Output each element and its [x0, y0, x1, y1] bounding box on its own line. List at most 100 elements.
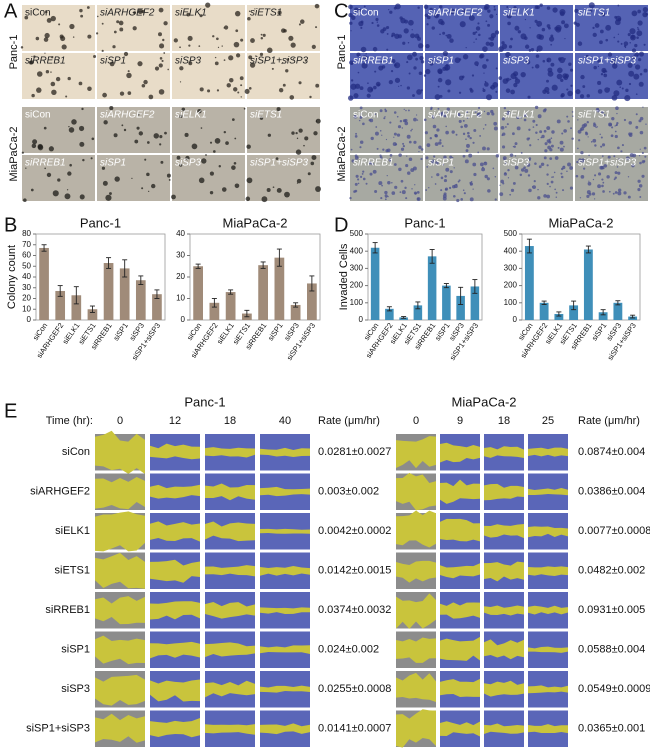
image-label: siSP1+siSP3	[250, 158, 309, 169]
micrograph-spot	[67, 171, 72, 176]
y-tick-label: 400	[350, 246, 364, 255]
y-tick-label: 20	[176, 272, 185, 281]
micrograph-spot	[406, 61, 409, 64]
micrograph-spot	[555, 196, 558, 198]
micrograph-spot	[250, 38, 255, 43]
bar	[307, 283, 317, 320]
bar	[209, 302, 220, 320]
micrograph-spot	[65, 95, 68, 98]
wound-gap	[260, 447, 310, 457]
micrograph-spot	[510, 89, 515, 95]
micrograph-spot	[438, 141, 442, 145]
micrograph-spot	[514, 142, 518, 146]
y-tick-label: 0	[27, 315, 32, 324]
micrograph-spot	[123, 51, 129, 57]
micrograph-spot	[479, 53, 485, 59]
micrograph-spot	[381, 184, 383, 187]
wound-gap	[528, 685, 568, 694]
micrograph-spot	[535, 131, 538, 134]
micrograph-spot	[567, 162, 571, 167]
micrograph-spot	[611, 126, 614, 129]
wound-gap	[440, 636, 480, 661]
micrograph-spot	[44, 167, 46, 170]
micrograph-spot	[425, 189, 428, 191]
micrograph-spot	[416, 89, 422, 95]
micrograph-spot	[234, 10, 241, 17]
micrograph-spot	[134, 139, 139, 144]
micrograph-spot	[601, 110, 604, 114]
time-header: 40	[279, 415, 291, 427]
micrograph-spot	[541, 27, 546, 32]
micrograph-spot	[223, 59, 226, 61]
chart-title: MiaPaCa-2	[548, 215, 613, 230]
image-label: siSP1	[428, 56, 454, 67]
micrograph-spot	[641, 151, 644, 155]
micrograph-spot	[438, 18, 444, 25]
micrograph-spot	[555, 26, 562, 33]
micrograph-spot	[595, 126, 597, 129]
time-header: 9	[457, 415, 463, 427]
micrograph-spot	[66, 189, 69, 191]
micrograph-spot	[144, 158, 147, 161]
micrograph-spot	[614, 134, 618, 139]
micrograph-spot	[360, 26, 363, 29]
wound-gap	[440, 563, 480, 579]
micrograph-spot	[587, 181, 592, 186]
micrograph-spot	[406, 155, 408, 157]
micrograph-spot	[499, 192, 504, 197]
micrograph-spot	[292, 58, 295, 60]
micrograph-spot	[181, 107, 186, 112]
micrograph-spot	[407, 42, 410, 44]
micrograph	[350, 53, 423, 99]
micrograph-spot	[127, 70, 130, 73]
wound-gap	[528, 488, 568, 496]
micrograph-spot	[420, 157, 423, 161]
micrograph-spot	[562, 189, 565, 192]
error-bar	[260, 261, 266, 269]
micrograph-spot	[559, 56, 566, 64]
micrograph-spot	[552, 176, 554, 178]
micrograph-spot	[484, 82, 489, 87]
micrograph-spot	[304, 60, 307, 62]
micrograph-spot	[629, 42, 631, 44]
micrograph-spot	[519, 173, 523, 177]
micrograph-spot	[587, 136, 589, 138]
bar	[258, 265, 268, 320]
micrograph-spot	[81, 107, 84, 111]
micrograph-spot	[457, 180, 460, 183]
micrograph-spot	[502, 132, 506, 136]
micrograph-spot	[460, 198, 463, 201]
micrograph-spot	[637, 188, 641, 192]
bar	[613, 302, 623, 320]
y-tick-label: 0	[513, 315, 518, 324]
micrograph-spot	[556, 119, 561, 124]
micrograph-spot	[218, 165, 221, 168]
micrograph-spot	[586, 194, 590, 199]
micrograph-spot	[556, 73, 563, 80]
micrograph-spot	[575, 22, 580, 27]
time-header: 0	[413, 415, 419, 427]
micrograph-spot	[379, 130, 382, 132]
bar	[427, 256, 437, 320]
micrograph-spot	[109, 192, 112, 195]
micrograph-spot	[635, 113, 638, 116]
error-bar	[154, 289, 160, 299]
micrograph-spot	[449, 8, 455, 15]
micrograph-spot	[359, 175, 363, 178]
micrograph-spot	[574, 8, 579, 13]
micrograph-spot	[354, 83, 361, 89]
row-label: siSP1	[61, 644, 90, 656]
micrograph-spot	[118, 20, 124, 26]
micrograph-spot	[143, 79, 148, 85]
micrograph-spot	[386, 175, 388, 177]
micrograph-spot	[288, 35, 294, 41]
micrograph-spot	[348, 12, 353, 18]
micrograph-spot	[514, 78, 521, 84]
wound-gap	[260, 486, 310, 497]
micrograph-spot	[138, 131, 144, 136]
micrograph-spot	[437, 85, 440, 88]
bar	[524, 246, 534, 320]
y-tick-label: 0	[181, 315, 186, 324]
bar	[413, 305, 423, 320]
micrograph-spot	[402, 142, 405, 145]
